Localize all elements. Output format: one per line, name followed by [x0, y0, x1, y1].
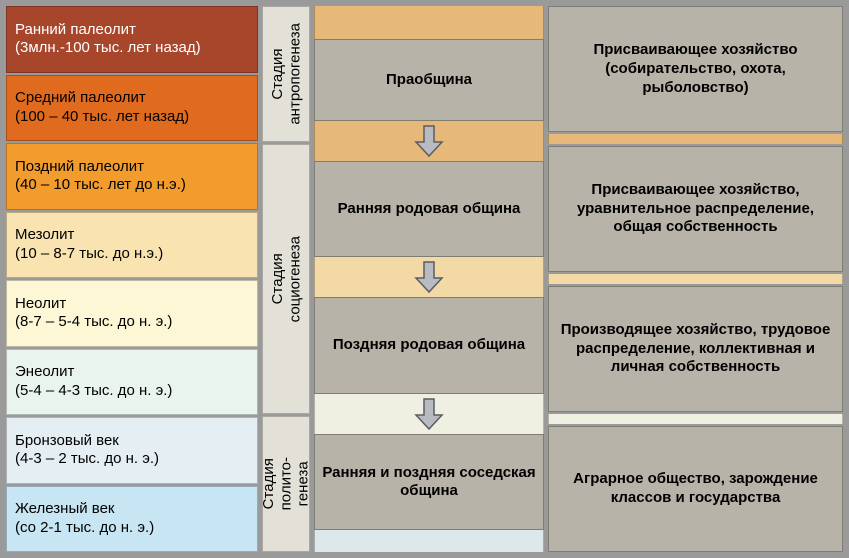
period-title: Железный век: [15, 500, 249, 519]
period-title: Бронзовый век: [15, 432, 249, 451]
period-dates: (100 – 40 тыс. лет назад): [15, 108, 249, 127]
period-row: Железный век (со 2-1 тыс. до н. э.): [6, 486, 258, 553]
period-dates: (8-7 – 5-4 тыс. до н. э.): [15, 313, 249, 332]
period-row: Энеолит (5-4 – 4-3 тыс. до н. э.): [6, 349, 258, 416]
col-periods: Ранний палеолит (3млн.-100 тыс. лет наза…: [6, 6, 258, 552]
center-spacer: [314, 6, 544, 39]
period-title: Средний палеолит: [15, 89, 249, 108]
economy-box: Аграрное общество, зарождение классов и …: [548, 426, 843, 552]
history-stages-diagram: Ранний палеолит (3млн.-100 тыс. лет наза…: [0, 0, 849, 558]
period-title: Поздний палеолит: [15, 158, 249, 177]
community-box: Поздняя родовая община: [314, 297, 544, 394]
stage-anthropogenesis: Стадия антропогенеза: [262, 6, 310, 142]
economy-box: Производящее хозяйство, трудовое распред…: [548, 286, 843, 412]
period-row: Поздний палеолит (40 – 10 тыс. лет до н.…: [6, 143, 258, 210]
community-box: Ранняя и поздняя соседская община: [314, 434, 544, 531]
period-title: Неолит: [15, 295, 249, 314]
economy-gap: [548, 274, 843, 283]
period-title: Энеолит: [15, 363, 249, 382]
economy-gap: [548, 134, 843, 143]
period-dates: (4-3 – 2 тыс. до н. э.): [15, 450, 249, 469]
grid: Ранний палеолит (3млн.-100 тыс. лет наза…: [6, 6, 843, 552]
economy-label: Аграрное общество, зарождение классов и …: [559, 470, 832, 508]
community-label: Поздняя родовая община: [333, 336, 525, 354]
economy-label: Производящее хозяйство, трудовое распред…: [559, 321, 832, 377]
period-dates: (5-4 – 4-3 тыс. до н. э.): [15, 382, 249, 401]
period-title: Ранний палеолит: [15, 21, 249, 40]
economy-label: Присваивающее хозяйство (собирательство,…: [559, 41, 832, 97]
arrow-down-icon: [314, 257, 544, 297]
center-spacer: [314, 530, 544, 552]
period-row: Бронзовый век (4-3 – 2 тыс. до н. э.): [6, 417, 258, 484]
community-label: Праобщина: [386, 71, 472, 89]
period-row: Неолит (8-7 – 5-4 тыс. до н. э.): [6, 280, 258, 347]
col-communities: Праобщина Ранняя родовая община Поздняя …: [314, 6, 544, 552]
stage-label: Стадия полито- генеза: [260, 457, 312, 510]
period-row: Мезолит (10 – 8-7 тыс. до н.э.): [6, 212, 258, 279]
community-label: Ранняя родовая община: [338, 200, 521, 218]
stage-label: Стадия социогенеза: [269, 236, 304, 322]
period-dates: (3млн.-100 тыс. лет назад): [15, 39, 249, 58]
community-box: Ранняя родовая община: [314, 161, 544, 258]
community-label: Ранняя и поздняя соседская община: [319, 464, 539, 500]
period-row: Ранний палеолит (3млн.-100 тыс. лет наза…: [6, 6, 258, 73]
col-economy: Присваивающее хозяйство (собирательство,…: [548, 6, 843, 552]
stage-sociogenesis: Стадия социогенеза: [262, 144, 310, 414]
economy-label: Присваивающее хозяйство, уравнительное р…: [559, 181, 832, 237]
stage-label: Стадия антропогенеза: [269, 23, 304, 125]
economy-box: Присваивающее хозяйство, уравнительное р…: [548, 146, 843, 272]
period-dates: (со 2-1 тыс. до н. э.): [15, 519, 249, 538]
period-title: Мезолит: [15, 226, 249, 245]
economy-box: Присваивающее хозяйство (собирательство,…: [548, 6, 843, 132]
period-row: Средний палеолит (100 – 40 тыс. лет наза…: [6, 75, 258, 142]
arrow-down-icon: [314, 394, 544, 434]
community-box: Праобщина: [314, 39, 544, 121]
stage-politogenesis: Стадия полито- генеза: [262, 416, 310, 552]
arrow-down-icon: [314, 121, 544, 161]
economy-gap: [548, 414, 843, 423]
period-dates: (10 – 8-7 тыс. до н.э.): [15, 245, 249, 264]
col-stages: Стадия антропогенеза Стадия социогенеза …: [262, 6, 310, 552]
period-dates: (40 – 10 тыс. лет до н.э.): [15, 176, 249, 195]
